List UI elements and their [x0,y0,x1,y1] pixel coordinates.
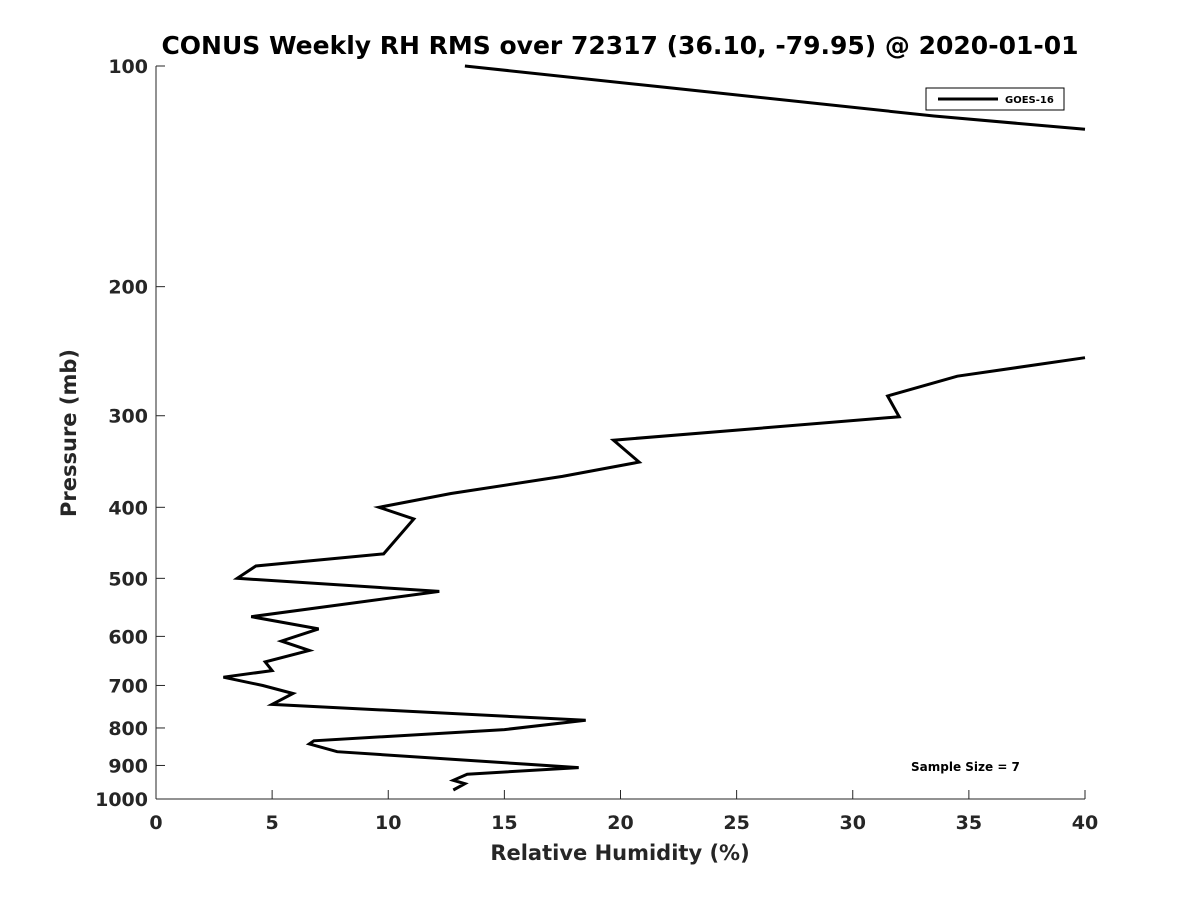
series-line-goes-16-segment-2 [223,356,1086,792]
x-tick-label: 20 [607,812,633,834]
y-tick-label: 800 [108,718,148,740]
series-layer [223,64,1086,792]
y-tick-label: 400 [108,497,148,519]
legend: GOES-16 [925,87,1065,111]
legend-entry-goes-16: GOES-16 [1005,95,1054,106]
y-tick-label: 100 [108,56,148,78]
x-tick-label: 35 [956,812,982,834]
y-tick-label: 200 [108,277,148,299]
y-tick-label: 900 [108,755,148,777]
plot-area: 0 5 10 15 20 25 30 35 40 100 200 300 400 500 600 700 800… [95,56,1098,834]
x-tick-label: 40 [1072,812,1098,834]
y-tick-label: 700 [108,675,148,697]
x-tick-label: 30 [840,812,866,834]
x-axis-label: Relative Humidity (%) [490,841,749,865]
chart-title: CONUS Weekly RH RMS over 72317 (36.10, -… [161,31,1078,60]
sample-size-annotation: Sample Size = 7 [911,760,1020,774]
x-tick-label: 15 [491,812,517,834]
x-tick-label: 10 [375,812,401,834]
x-tick-label: 5 [266,812,279,834]
y-tick-label: 600 [108,626,148,648]
y-tick-label: 500 [108,568,148,590]
series-line-goes-16-segment-1 [464,64,1086,131]
y-tick-label: 1000 [95,789,148,811]
x-tick-label: 25 [723,812,749,834]
y-tick-label: 300 [108,406,148,428]
x-tick-label: 0 [149,812,162,834]
y-axis-label: Pressure (mb) [57,349,81,517]
